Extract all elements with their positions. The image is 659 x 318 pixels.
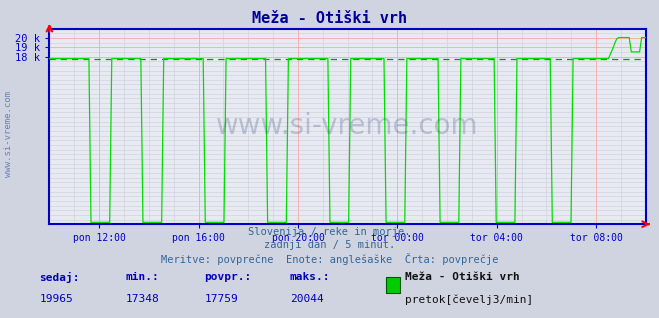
Text: www.si-vreme.com: www.si-vreme.com xyxy=(4,91,13,176)
Text: zadnji dan / 5 minut.: zadnji dan / 5 minut. xyxy=(264,240,395,250)
Text: 17348: 17348 xyxy=(125,294,159,304)
Text: 17759: 17759 xyxy=(204,294,238,304)
Text: Meritve: povprečne  Enote: anglešaške  Črta: povprečje: Meritve: povprečne Enote: anglešaške Črt… xyxy=(161,253,498,265)
Text: Meža - Otiški vrh: Meža - Otiški vrh xyxy=(252,11,407,26)
Text: maks.:: maks.: xyxy=(290,272,330,282)
Text: povpr.:: povpr.: xyxy=(204,272,252,282)
Text: 19965: 19965 xyxy=(40,294,73,304)
Text: Meža - Otiški vrh: Meža - Otiški vrh xyxy=(405,272,520,282)
Text: 20044: 20044 xyxy=(290,294,324,304)
Text: Slovenija / reke in morje.: Slovenija / reke in morje. xyxy=(248,227,411,237)
Text: www.si-vreme.com: www.si-vreme.com xyxy=(216,112,479,141)
Text: sedaj:: sedaj: xyxy=(40,272,80,283)
Text: min.:: min.: xyxy=(125,272,159,282)
Text: pretok[čevelj3/min]: pretok[čevelj3/min] xyxy=(405,294,534,305)
